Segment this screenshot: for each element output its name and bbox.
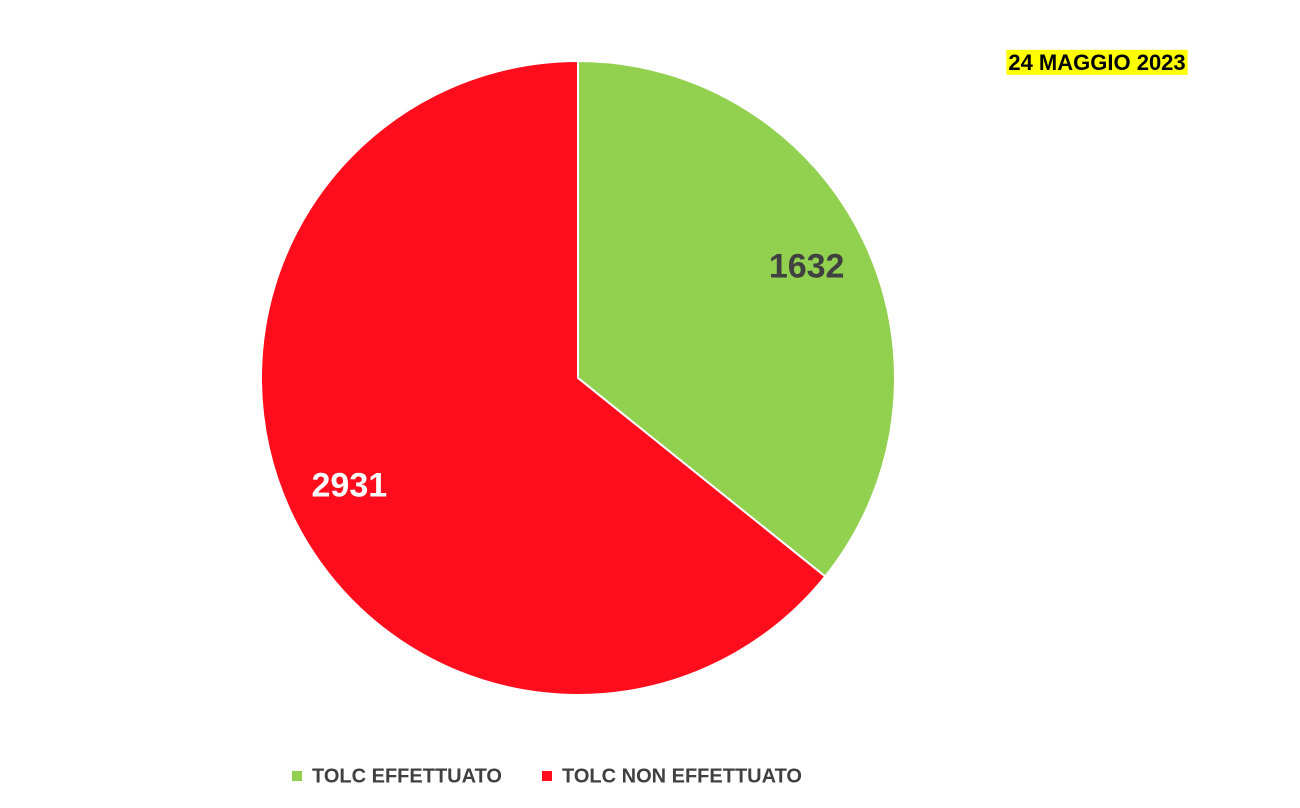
data-label: 1632 bbox=[769, 247, 845, 285]
pie-slice bbox=[260, 59, 827, 696]
pie-slice bbox=[577, 59, 896, 578]
title-highlight bbox=[1006, 49, 1188, 75]
legend-marker bbox=[292, 771, 302, 781]
legend-marker bbox=[542, 771, 552, 781]
chart-title: 24 MAGGIO 2023 bbox=[1008, 50, 1185, 75]
legend-label: TOLC NON EFFETTUATO bbox=[562, 765, 802, 787]
data-label: 2931 bbox=[312, 467, 388, 505]
legend-label: TOLC EFFETTUATO bbox=[312, 765, 502, 787]
